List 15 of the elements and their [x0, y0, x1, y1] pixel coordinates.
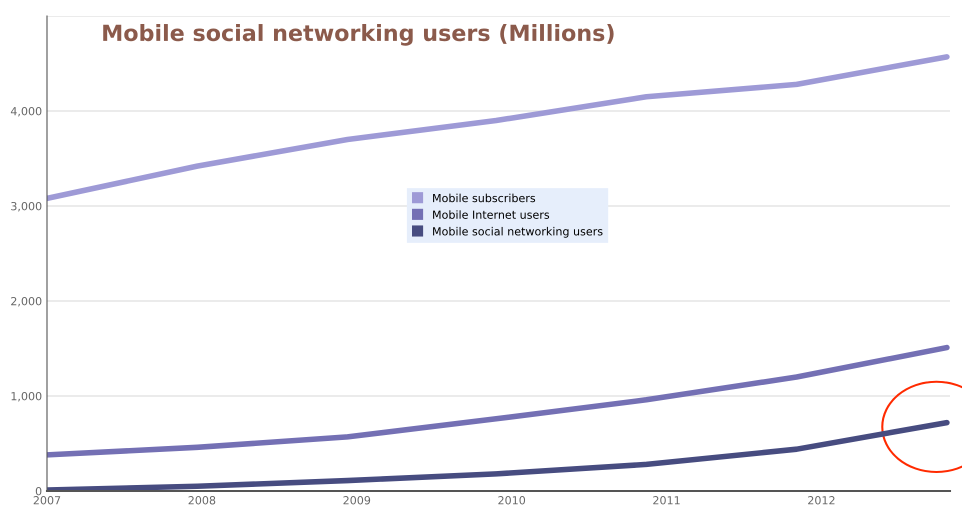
y-tick-label: 4,000: [10, 106, 42, 117]
legend-label: Mobile social networking users: [433, 226, 603, 238]
x-tick-label: 2007: [34, 496, 60, 504]
x-tick-label: 2008: [188, 496, 216, 504]
chart-title: Mobile social networking users (Millions): [103, 24, 614, 46]
y-tick-label: 3,000: [11, 202, 42, 212]
x-tick-label: 2009: [343, 496, 370, 504]
x-tick-label: 2010: [498, 496, 526, 504]
legend-label: Mobile subscribers: [433, 194, 536, 202]
legend-label: Mobile Internet users: [433, 210, 550, 219]
y-tick-label: 2,000: [11, 296, 42, 307]
x-tick-label: 2012: [808, 496, 834, 504]
y-tick-label: 0: [36, 486, 42, 496]
x-tick-label: 2011: [653, 496, 680, 504]
y-tick-label: 1,000: [12, 392, 42, 402]
